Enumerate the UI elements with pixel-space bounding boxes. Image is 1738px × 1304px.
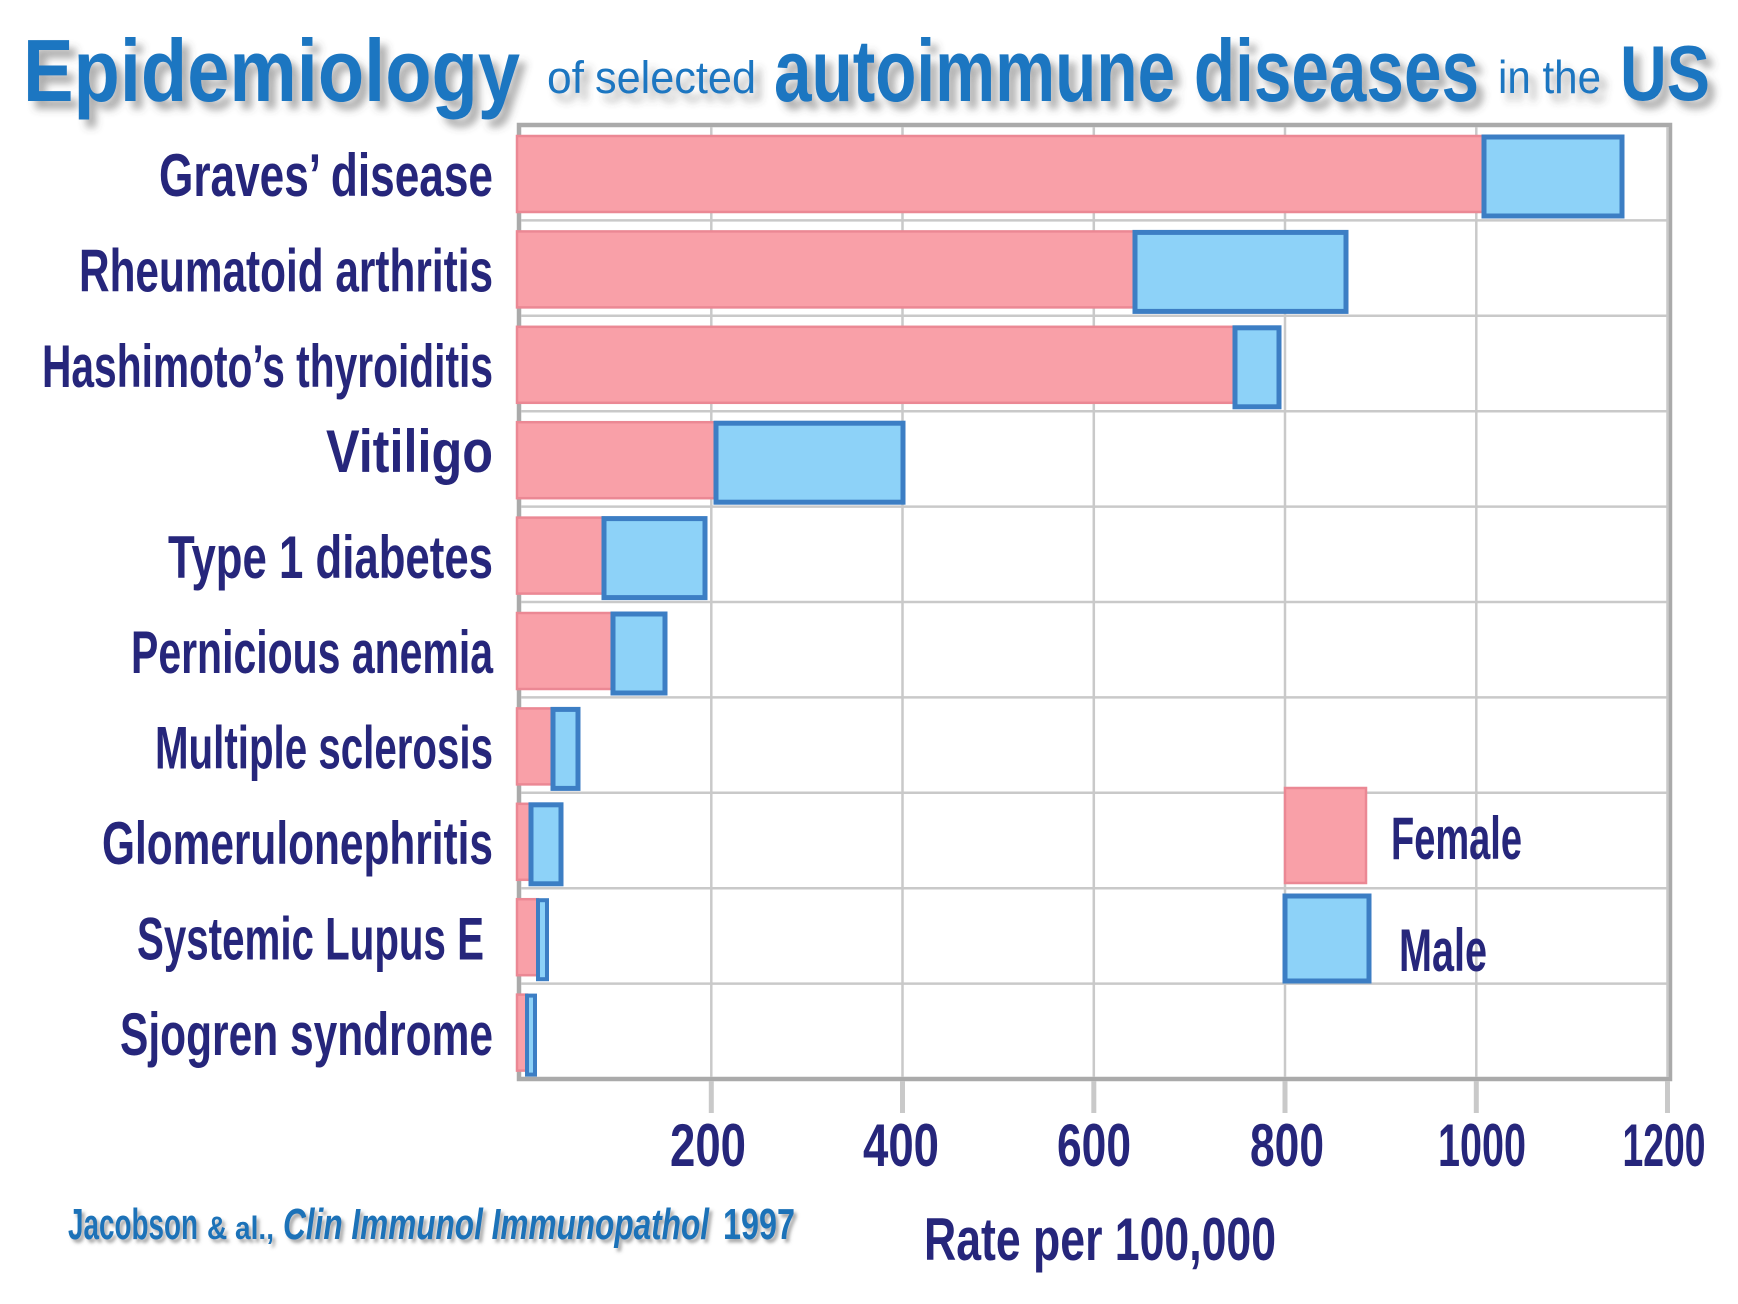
svg-text:Jacobson: Jacobson xyxy=(68,1200,198,1249)
svg-text:Rate per 100,000: Rate per 100,000 xyxy=(924,1206,1276,1273)
svg-text:1000: 1000 xyxy=(1438,1112,1526,1179)
svg-text:autoimmune diseases: autoimmune diseases xyxy=(774,21,1479,120)
svg-text:600: 600 xyxy=(1057,1112,1131,1179)
svg-text:Systemic Lupus E: Systemic Lupus E xyxy=(137,905,484,972)
svg-text:Sjogren syndrome: Sjogren syndrome xyxy=(120,1001,493,1068)
svg-text:Hashimoto’s thyroiditis: Hashimoto’s thyroiditis xyxy=(42,333,493,400)
svg-text:400: 400 xyxy=(863,1112,939,1179)
svg-text:Multiple sclerosis: Multiple sclerosis xyxy=(155,715,493,782)
svg-text:in the: in the xyxy=(1498,51,1601,103)
svg-text:Epidemiology: Epidemiology xyxy=(23,21,520,120)
svg-text:1200: 1200 xyxy=(1623,1112,1706,1179)
svg-text:of: of xyxy=(547,52,584,103)
svg-text:Female: Female xyxy=(1391,805,1522,872)
svg-text:Rheumatoid arthritis: Rheumatoid arthritis xyxy=(79,238,493,305)
svg-text:200: 200 xyxy=(670,1112,746,1179)
svg-text:1997: 1997 xyxy=(723,1200,795,1249)
svg-text:selected: selected xyxy=(595,52,756,103)
svg-text:800: 800 xyxy=(1250,1112,1324,1179)
svg-text:US: US xyxy=(1620,29,1710,117)
svg-text:Male: Male xyxy=(1399,917,1487,984)
svg-text:& al.,: & al., xyxy=(207,1210,274,1246)
svg-text:Type 1 diabetes: Type 1 diabetes xyxy=(168,524,493,591)
svg-text:Pernicious anemia: Pernicious anemia xyxy=(131,619,493,686)
svg-text:Vitiligo: Vitiligo xyxy=(326,418,493,485)
svg-text:Glomerulonephritis: Glomerulonephritis xyxy=(102,810,493,877)
svg-text:Graves’ disease: Graves’ disease xyxy=(159,142,493,209)
svg-text:Clin Immunol Immunopathol: Clin Immunol Immunopathol xyxy=(283,1200,710,1249)
